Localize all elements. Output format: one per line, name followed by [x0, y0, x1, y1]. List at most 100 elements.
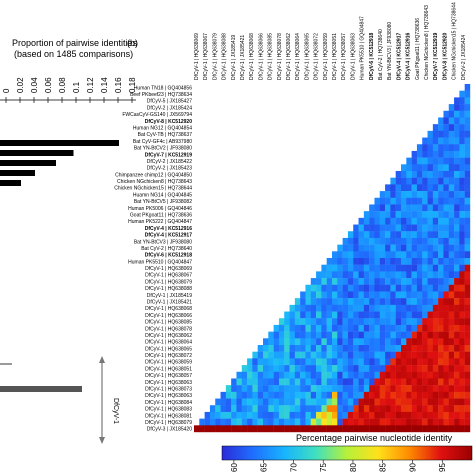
heatmap-cell: [289, 311, 296, 319]
heatmap-cell: [406, 371, 412, 379]
heatmap-cell: [416, 311, 423, 319]
heatmap-cell: [406, 211, 412, 219]
heatmap-cell: [390, 358, 396, 366]
heatmap-cell: [310, 358, 317, 366]
heatmap-cell: [374, 298, 380, 306]
heatmap-cell: [300, 338, 306, 346]
heatmap-cell: [416, 365, 423, 372]
heatmap-cell: [411, 338, 418, 346]
heatmap-cell: [289, 358, 296, 366]
heatmap-cell: [369, 311, 375, 319]
heatmap-cell: [363, 318, 370, 326]
heatmap-cell: [448, 391, 455, 399]
heatmap-row-label: Human PK5006 | GQ404846: [128, 206, 192, 212]
heatmap-cell: [347, 345, 354, 352]
heatmap-cell: [432, 385, 439, 393]
colorbar-tick-label: 75: [319, 463, 328, 472]
heatmap-cell: [337, 324, 343, 332]
heatmap-cell: [369, 338, 375, 346]
heatmap-cell: [395, 371, 402, 379]
heatmap-cell: [379, 391, 386, 399]
heatmap-cell: [416, 304, 423, 312]
heatmap-cell: [459, 164, 465, 172]
heatmap-cell: [289, 331, 296, 339]
heatmap-row-label: DfCyV-1 | HQ638062: [145, 333, 192, 339]
heatmap-cell: [247, 398, 253, 406]
heatmap-cell: [332, 345, 338, 352]
heatmap-cell: [316, 418, 322, 426]
heatmap-cell: [401, 244, 407, 252]
heatmap-cell: [252, 371, 258, 379]
heatmap-cell: [395, 385, 402, 393]
heatmap-cell: [268, 351, 274, 359]
heatmap-cell: [459, 157, 465, 165]
heatmap-cell: [395, 345, 402, 352]
heatmap-cell: [385, 251, 391, 259]
heatmap-cell: [443, 117, 449, 125]
heatmap-cell: [379, 331, 386, 339]
heatmap-cell: [289, 371, 296, 379]
heatmap-cell: [363, 224, 370, 232]
heatmap-cell: [432, 418, 439, 426]
heatmap-cell: [443, 304, 449, 312]
heatmap-cell: [353, 284, 359, 292]
heatmap-cell: [353, 371, 359, 379]
heatmap-cell: [464, 398, 471, 406]
heatmap-cell: [401, 385, 407, 393]
heatmap-cell: [459, 258, 465, 265]
heatmap-cell: [326, 264, 333, 272]
heatmap-cell: [459, 271, 465, 279]
heatmap-cell: [401, 298, 407, 306]
histogram-tick-label: 0.08: [58, 77, 67, 93]
heatmap-cell: [454, 398, 460, 406]
heatmap-cell: [464, 130, 471, 138]
heatmap-column-labels: DfCyV-1 | HQ638069 DfCyV-1 | HQ638067 DfCy…: [194, 2, 467, 80]
heatmap-cell: [353, 338, 359, 346]
histogram-bar: [0, 180, 21, 186]
heatmap-column-label: DfCyV-1 | HQ638078: [277, 33, 283, 80]
heatmap-cell: [411, 191, 418, 198]
heatmap-cell: [443, 284, 449, 292]
heatmap-cell: [278, 358, 285, 366]
heatmap-cell: [316, 425, 322, 433]
heatmap-cell: [395, 405, 402, 413]
heatmap-cell: [385, 264, 391, 272]
heatmap-cell: [448, 217, 455, 225]
heatmap-cell: [448, 291, 455, 299]
heatmap-cell: [369, 298, 375, 306]
heatmap-cell: [305, 324, 311, 332]
heatmap-cell: [416, 298, 423, 306]
heatmap-cell: [363, 358, 370, 366]
heatmap-cell: [454, 365, 460, 372]
heatmap-cell: [443, 278, 449, 285]
heatmap-cell: [390, 338, 396, 346]
heatmap-cell: [284, 385, 290, 393]
heatmap-cell: [411, 411, 418, 419]
heatmap-cell: [438, 171, 444, 178]
heatmap-column-label: Human PK5510 | GQ404847: [360, 16, 366, 80]
heatmap-row-label: DfCyV-1 | HQ638059: [145, 360, 192, 366]
heatmap-cell: [385, 211, 391, 219]
heatmap-cell: [332, 358, 338, 366]
heatmap-cell: [347, 291, 354, 299]
heatmap-cell: [268, 331, 274, 339]
heatmap-cell: [401, 197, 407, 205]
heatmap-cell: [332, 418, 338, 426]
heatmap-cell: [257, 365, 264, 372]
heatmap-cell: [406, 171, 412, 178]
heatmap-cell: [353, 331, 359, 339]
heatmap-cell: [459, 298, 465, 306]
heatmap-cell: [422, 398, 428, 406]
heatmap-cell: [411, 244, 418, 252]
heatmap-cell: [310, 398, 317, 406]
heatmap-cell: [438, 258, 444, 265]
heatmap-cell: [432, 144, 439, 152]
heatmap-column-label: DfCyV-1 | HQ638057: [341, 33, 347, 80]
heatmap-cell: [326, 411, 333, 419]
heatmap-cell: [369, 291, 375, 299]
heatmap-cell: [326, 311, 333, 319]
heatmap-cell: [316, 311, 322, 319]
heatmap-cell: [353, 351, 359, 359]
heatmap-cell: [353, 251, 359, 259]
heatmap-cell: [427, 251, 434, 259]
